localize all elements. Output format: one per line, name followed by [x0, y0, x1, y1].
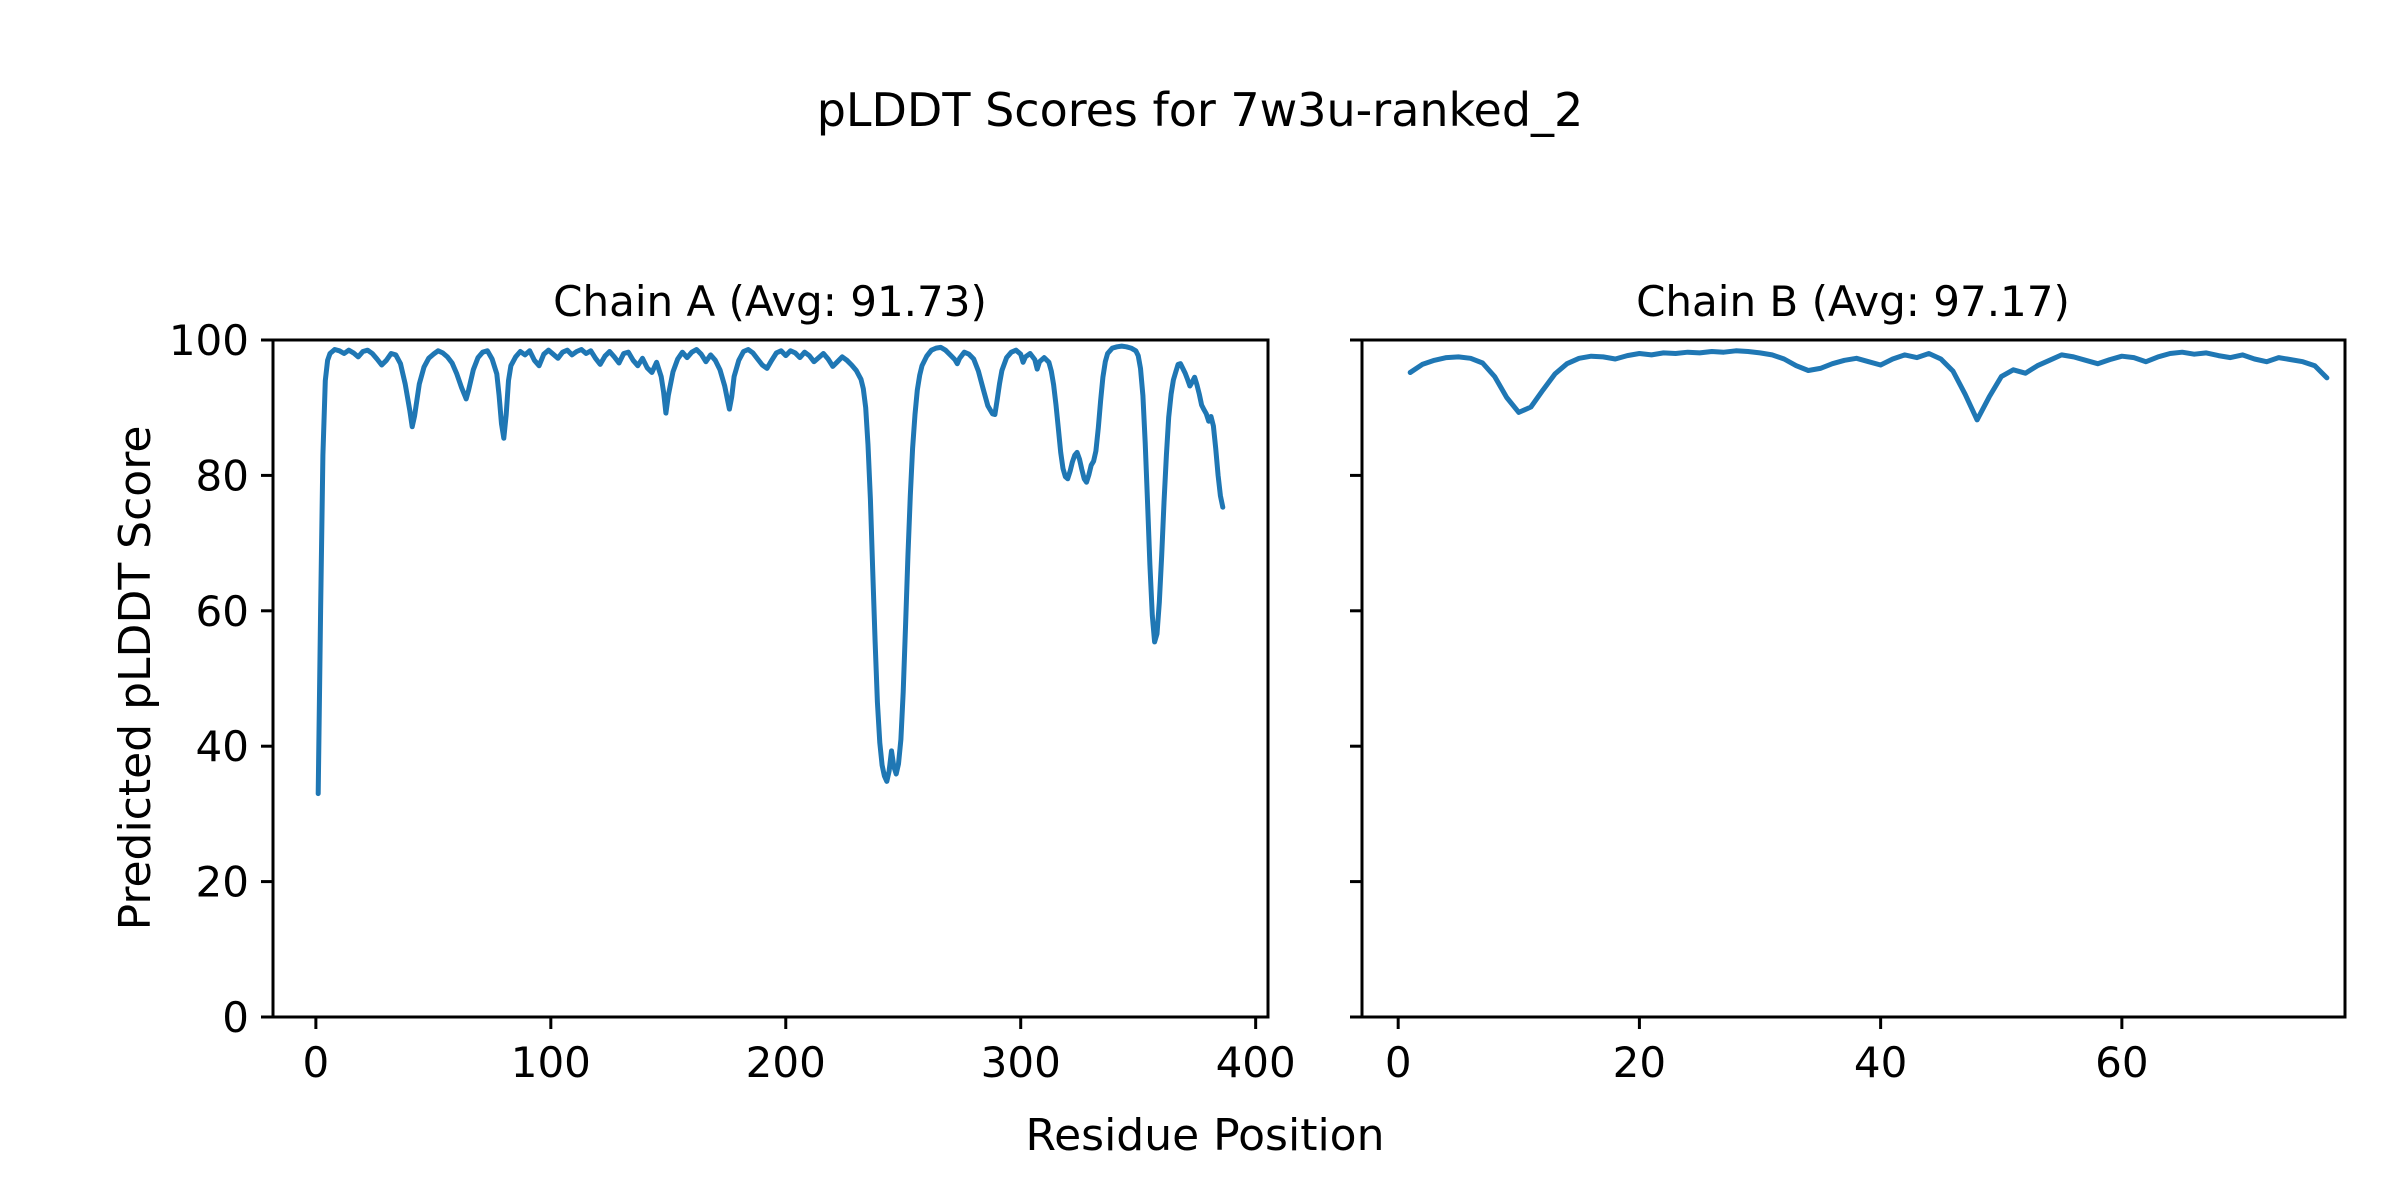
y-axis-label: Predicted pLDDT Score [110, 426, 161, 931]
chain-b-axes-frame [1360, 338, 2347, 1019]
chain-a-title: Chain A (Avg: 91.73) [553, 277, 987, 326]
chain-a-x-tick-label: 100 [511, 1038, 591, 1087]
chain-b-x-tick-label: 40 [1854, 1038, 1907, 1087]
chain-b-x-tick-label: 0 [1385, 1038, 1412, 1087]
x-axis-label: Residue Position [1025, 1110, 1384, 1161]
chain-b-x-tick-label: 60 [2095, 1038, 2148, 1087]
chain-a-axes: 0 100 200 300 400 0 20 40 60 80 100 [169, 316, 1296, 1087]
chain-b-axes: 0 20 40 60 [1350, 338, 2347, 1087]
chain-a-y-tick-label: 0 [222, 993, 249, 1042]
chain-a-plddt-line [315, 343, 1226, 797]
chain-a-y-tick-label: 60 [196, 587, 249, 636]
chain-a-x-tick-label: 0 [303, 1038, 330, 1087]
chain-a-x-tick-label: 300 [981, 1038, 1061, 1087]
chain-a-y-tick-label: 100 [169, 316, 249, 365]
chain-a-y-tick-label: 80 [196, 451, 249, 500]
chain-b-title: Chain B (Avg: 97.17) [1636, 277, 2070, 326]
chain-a-y-tick-label: 40 [196, 722, 249, 771]
figure-title: pLDDT Scores for 7w3u-ranked_2 [817, 83, 1584, 137]
chain-a-x-tick-label: 200 [746, 1038, 826, 1087]
chain-b-plddt-line [1407, 348, 2330, 423]
chain-a-axes-frame [271, 338, 1270, 1019]
chain-a-x-tick-label: 400 [1216, 1038, 1296, 1087]
chain-a-y-tick-label: 20 [196, 858, 249, 907]
chain-b-x-tick-label: 20 [1613, 1038, 1666, 1087]
